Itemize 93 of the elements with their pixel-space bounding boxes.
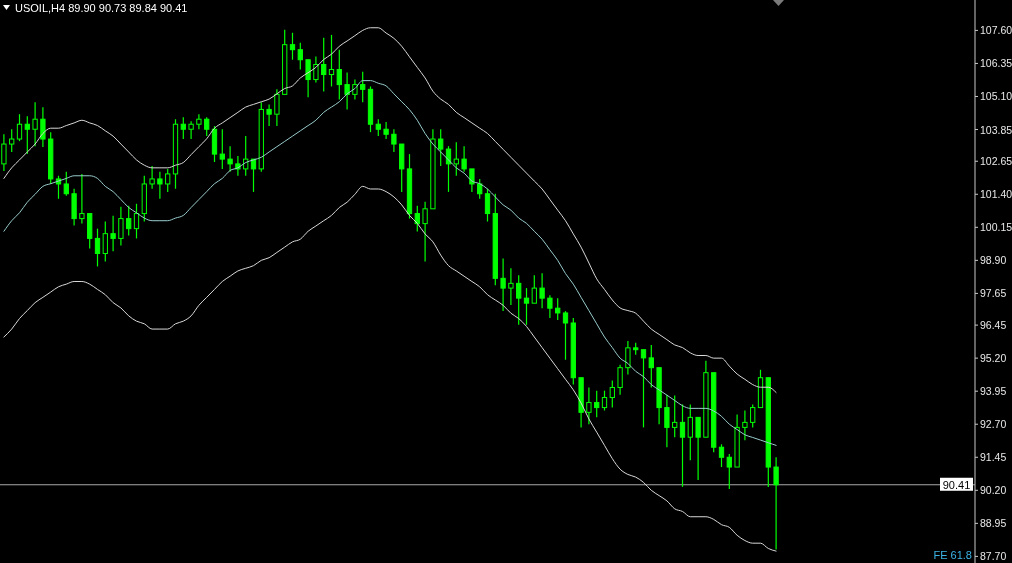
candlestick <box>609 380 615 409</box>
candlestick <box>422 201 428 263</box>
candlestick <box>289 32 296 61</box>
candlestick <box>648 344 654 389</box>
y-tick-label: 88.95 <box>980 517 1007 530</box>
candlestick <box>266 103 272 127</box>
y-tick-label: 106.35 <box>980 57 1012 70</box>
candlestick <box>617 364 623 396</box>
candlestick <box>391 128 397 153</box>
chart-title: USOIL,H4 89.90 90.73 89.84 90.41 <box>15 2 188 14</box>
candlestick <box>165 168 171 193</box>
candlestick <box>742 409 748 441</box>
candlestick <box>586 386 592 425</box>
candlestick <box>313 55 319 84</box>
line-series <box>3 185 777 552</box>
candlestick <box>24 115 30 155</box>
candlestick <box>508 267 514 306</box>
candlestick <box>274 88 280 127</box>
candlestick <box>204 116 210 137</box>
candlestick <box>453 141 459 177</box>
candlestick <box>539 272 545 309</box>
candlestick <box>102 220 108 263</box>
candlestick <box>438 128 444 167</box>
y-tick-label: 102.65 <box>980 155 1012 168</box>
y-tick-label: 92.70 <box>980 418 1007 431</box>
candlestick <box>672 394 678 438</box>
candlestick <box>461 145 467 173</box>
candlestick <box>110 215 116 252</box>
candlestick <box>445 145 452 193</box>
candlestick <box>562 310 569 361</box>
candlestick <box>305 59 311 98</box>
candlestick <box>219 128 225 170</box>
candlestick <box>149 165 155 190</box>
candlestick <box>601 390 608 412</box>
candlestick <box>188 120 194 140</box>
candlestick <box>297 42 303 71</box>
candlestick <box>321 37 327 93</box>
candlestick <box>250 158 257 193</box>
candlestick <box>679 403 686 488</box>
candlestick <box>383 121 389 140</box>
candlestick <box>63 171 69 197</box>
candlestick <box>516 274 522 326</box>
candlestick <box>32 101 38 147</box>
candlestick <box>79 173 85 225</box>
candlestick <box>640 349 647 428</box>
y-tick-label: 90.20 <box>980 484 1007 497</box>
y-tick-label: 95.20 <box>980 352 1007 365</box>
candlestick <box>227 145 233 173</box>
candlestick <box>726 453 732 490</box>
candlestick <box>523 287 530 326</box>
candlestick <box>133 203 140 240</box>
candlestick <box>687 403 693 461</box>
text: FE 61.8 <box>933 549 972 561</box>
candlestick <box>118 206 124 247</box>
candlestick <box>625 340 631 376</box>
candlestick <box>531 274 537 304</box>
candlestick <box>414 205 420 233</box>
y-tick-label: 91.45 <box>980 451 1007 464</box>
y-tick-label: 105.10 <box>980 90 1012 103</box>
candlestick <box>750 403 756 428</box>
candlestick <box>718 443 725 468</box>
candlestick <box>773 456 779 551</box>
candlestick <box>500 257 506 312</box>
candlestick <box>594 390 600 418</box>
y-tick-label: 87.70 <box>980 550 1007 563</box>
line-series <box>3 80 777 446</box>
candlestick <box>16 113 23 142</box>
candlestick <box>695 416 701 481</box>
y-tick-label: 96.45 <box>980 319 1007 332</box>
candlestick <box>9 128 15 153</box>
candlestick <box>196 113 202 130</box>
y-tick-label: 101.40 <box>980 188 1012 201</box>
candlestick <box>360 71 366 103</box>
y-tick-label: 107.60 <box>980 24 1012 37</box>
candlestick <box>664 394 670 448</box>
y-tick-label: 97.65 <box>980 287 1007 300</box>
candlestick <box>555 297 561 321</box>
candlestick <box>336 49 342 100</box>
y-tick-label: 98.90 <box>980 254 1007 267</box>
y-tick-label: 103.85 <box>980 123 1012 136</box>
y-tick-label: 100.15 <box>980 221 1012 234</box>
candlestick <box>40 106 46 148</box>
candlestick <box>484 188 491 223</box>
candlestick <box>547 294 553 319</box>
candlestick <box>328 34 335 88</box>
candlestick <box>344 71 350 111</box>
candlestick <box>126 205 132 237</box>
candlestick <box>94 228 101 268</box>
candlestick <box>243 135 249 177</box>
line-series <box>3 27 777 394</box>
candlestick <box>180 116 186 140</box>
candlestick <box>157 171 163 200</box>
y-tick-label: 93.95 <box>980 385 1007 398</box>
